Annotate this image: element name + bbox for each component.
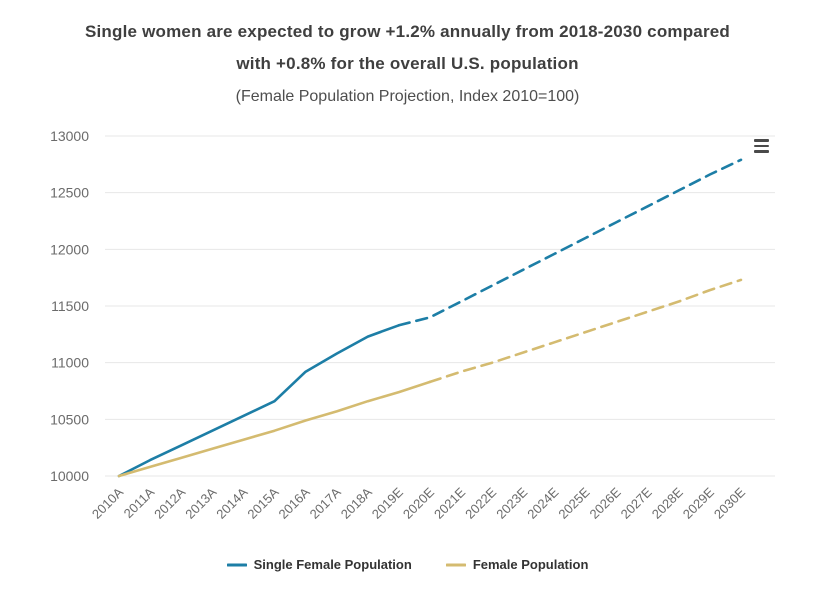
- chart-title-line2: with +0.8% for the overall U.S. populati…: [236, 54, 579, 73]
- x-axis-tick-label: 2013A: [182, 484, 219, 521]
- y-axis-tick-label: 11500: [51, 298, 89, 314]
- chart-subtitle: (Female Population Projection, Index 201…: [235, 88, 580, 105]
- hamburger-menu-bar: [754, 144, 769, 148]
- x-axis-tick-label: 2016A: [276, 484, 313, 521]
- y-axis-tick-label: 12500: [50, 185, 89, 201]
- y-axis-tick-label: 10500: [50, 411, 89, 427]
- x-axis-tick-label: 2014A: [213, 484, 250, 521]
- x-axis-tick-label: 2027E: [618, 484, 655, 521]
- x-axis-tick-label: 2023E: [493, 484, 530, 521]
- x-axis-tick-label: 2028E: [649, 484, 686, 521]
- legend-item-single-female-population[interactable]: Single Female Population: [226, 557, 412, 572]
- legend-label-female-population: Female Population: [472, 557, 589, 572]
- y-axis-tick-label: 13000: [50, 128, 89, 144]
- legend-line-icon: [226, 563, 247, 566]
- y-axis-tick-label: 11000: [51, 355, 89, 371]
- x-axis-tick-label: 2018A: [338, 484, 375, 521]
- x-axis-tick-label: 2029E: [680, 484, 717, 521]
- series-line-solid-single-female-population: [117, 324, 401, 478]
- x-axis-tick-label: 2025E: [555, 484, 592, 521]
- hamburger-menu-bar: [754, 150, 769, 153]
- series-line-solid-female-population: [117, 380, 432, 478]
- x-axis-tick-label: 2019E: [369, 484, 406, 521]
- x-axis-tick-label: 2024E: [524, 484, 561, 521]
- x-axis-tick-label: 2020E: [400, 484, 437, 521]
- x-axis-tick-label: 2010A: [89, 484, 126, 521]
- chart-title-line1: Single women are expected to grow +1.2% …: [84, 22, 731, 41]
- series-line-dashed-single-female-population: [397, 158, 743, 327]
- x-axis-tick-label: 2022E: [462, 484, 499, 521]
- x-axis-tick-label: 2011A: [121, 484, 158, 521]
- x-axis-tick-label: 2017A: [307, 484, 344, 521]
- x-axis-tick-label: 2015A: [244, 484, 281, 521]
- chart-context-menu-button[interactable]: [745, 134, 771, 158]
- chart-legend: Single Female Population Female Populati…: [0, 557, 815, 572]
- legend-line-icon: [445, 563, 466, 566]
- hamburger-menu-icon: [754, 139, 769, 142]
- chart-title: Single women are expected to grow +1.2% …: [0, 16, 815, 80]
- x-axis-tick-label: 2021E: [431, 484, 468, 521]
- line-chart-svg: 10000 10500 11000 11500 12000 12500 13000 2010A…: [50, 128, 775, 522]
- x-axis-tick-label: 2030E: [711, 484, 748, 521]
- series-line-dashed-female-population: [428, 278, 743, 384]
- y-axis-tick-label: 10000: [50, 468, 89, 484]
- chart-area: 10000 10500 11000 11500 12000 12500 13000 2010A…: [0, 106, 815, 555]
- y-axis-tick-label: 12000: [50, 241, 89, 257]
- legend-item-female-population[interactable]: Female Population: [445, 557, 589, 572]
- legend-label-single-female-population: Single Female Population: [253, 557, 412, 572]
- x-axis-tick-label: 2012A: [151, 484, 188, 521]
- x-axis-tick-label: 2026E: [587, 484, 624, 521]
